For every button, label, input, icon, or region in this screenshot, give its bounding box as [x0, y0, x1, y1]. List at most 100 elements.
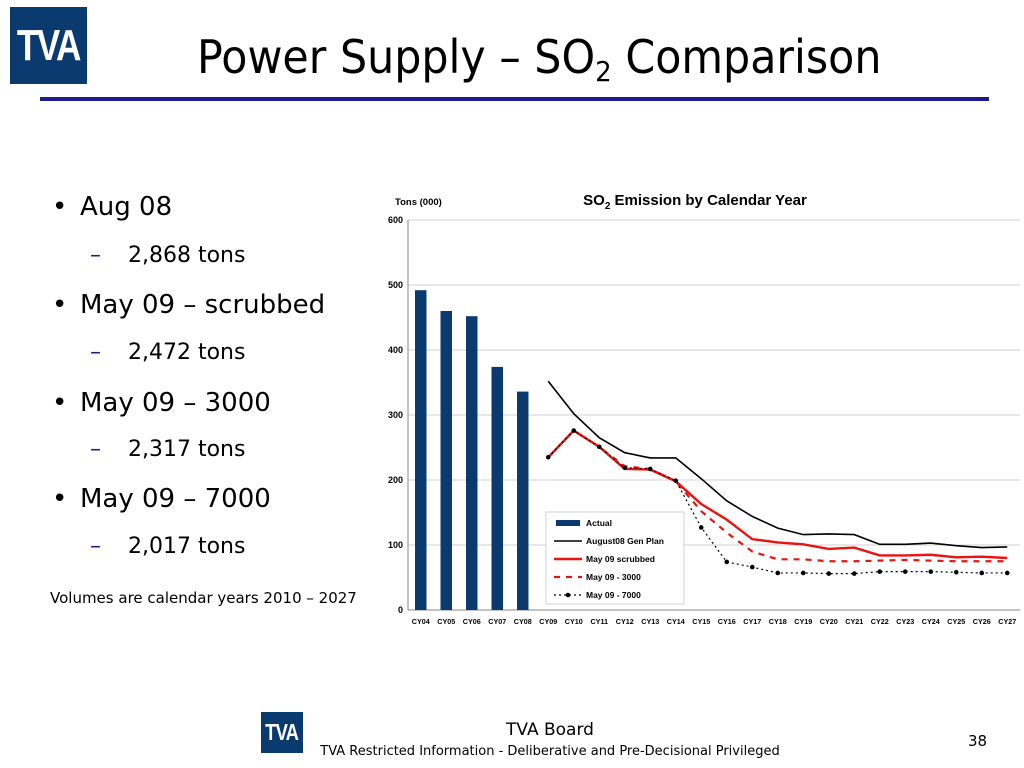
point-may-09-7000	[953, 570, 959, 575]
sub-bullet-label: 2,017 tons	[128, 534, 246, 559]
plot-area: 0 100 200 300 400 500 600 CY04 CY05 CY06 CY07 CY08 C…	[388, 215, 1020, 626]
point-may-09-7000	[622, 465, 628, 470]
footer-subtitle: TVA Restricted Information - Deliberativ…	[320, 744, 780, 759]
bullet-glyph: •	[52, 484, 68, 514]
bullet-glyph: •	[52, 192, 68, 222]
slide-title-subscript: 2	[595, 55, 612, 88]
x-tick-label: CY14	[667, 617, 685, 626]
x-tick-label: CY10	[565, 617, 583, 626]
sub-bullet-item: – 2,868 tons	[90, 243, 245, 268]
y-axis-label: Tons (000)	[395, 197, 442, 208]
tva-logo-text: TVA	[17, 20, 82, 70]
point-may-09-7000	[673, 478, 679, 483]
point-may-09-7000	[571, 428, 577, 433]
x-tick-label: CY08	[514, 617, 532, 626]
bullet-item: • Aug 08	[52, 192, 172, 222]
point-may-09-7000	[596, 444, 602, 450]
bullet-glyph: •	[52, 290, 68, 320]
y-tick-label: 0	[398, 605, 403, 615]
sub-bullet-glyph: –	[90, 437, 101, 462]
chart-title-main: SO	[583, 192, 605, 209]
slide-title: Power Supply – SO2 Comparison	[197, 30, 881, 88]
tva-footer-logo: TVA	[261, 712, 303, 753]
series-line-august08-gen-plan	[547, 380, 1008, 549]
y-tick-label: 500	[388, 280, 403, 290]
x-tick-label: CY11	[590, 617, 608, 626]
x-tick-label: CY15	[692, 617, 710, 626]
y-tick-label: 100	[388, 540, 403, 550]
point-may-09-7000	[800, 570, 806, 576]
x-tick-label: CY25	[947, 617, 965, 626]
point-may-09-7000	[698, 525, 704, 530]
y-tick-label: 400	[388, 345, 403, 355]
sub-bullet-label: 2,472 tons	[128, 340, 246, 365]
x-tick-label: CY06	[463, 617, 481, 626]
bullet-item: • May 09 – scrubbed	[52, 290, 325, 320]
bullet-label: May 09 – 7000	[80, 484, 271, 514]
x-tick-label: CY16	[718, 617, 736, 626]
bullet-glyph: •	[52, 388, 68, 418]
x-tick-label: CY27	[998, 617, 1016, 626]
y-tick-label: 600	[388, 215, 403, 225]
legend-label: Actual	[586, 518, 612, 528]
point-may-09-7000	[545, 454, 551, 460]
x-tick-label: CY17	[743, 617, 761, 626]
volumes-note: Volumes are calendar years 2010 – 2027	[50, 589, 357, 607]
legend-label: August08 Gen Plan	[586, 536, 664, 546]
point-may-09-7000	[724, 559, 730, 565]
point-may-09-7000	[1004, 570, 1010, 576]
point-may-09-7000	[749, 564, 755, 570]
point-may-09-7000	[877, 569, 883, 574]
legend-label: May 09 scrubbed	[586, 554, 655, 564]
point-may-09-7000	[826, 571, 832, 576]
bar-actual	[440, 311, 452, 610]
slide-title-end: Comparison	[611, 30, 882, 84]
legend-swatch	[556, 520, 580, 526]
sub-bullet-item: – 2,317 tons	[90, 437, 245, 462]
point-may-09-7000	[979, 570, 985, 576]
sub-bullet-glyph: –	[90, 340, 101, 365]
so2-emission-chart: SO2 Emission by Calendar Year Tons (000)…	[388, 192, 1020, 626]
x-tick-label: CY04	[412, 617, 430, 626]
bar-actual	[491, 366, 503, 610]
sub-bullet-glyph: –	[90, 243, 101, 268]
slide-title-main: Power Supply – SO	[197, 30, 596, 84]
x-tick-label: CY07	[488, 617, 506, 626]
x-tick-label: CY21	[845, 617, 863, 626]
chart-title-end: Emission by Calendar Year	[610, 192, 807, 209]
tva-footer-logo-text: TVA	[265, 719, 299, 745]
x-tick-label: CY24	[922, 617, 940, 626]
y-tick-label: 200	[388, 475, 403, 485]
x-tick-label: CY19	[794, 617, 812, 626]
bullet-label: May 09 – scrubbed	[80, 290, 326, 320]
tva-logo: TVA	[10, 7, 87, 84]
sub-bullet-glyph: –	[90, 534, 101, 559]
bullet-item: • May 09 – 3000	[52, 388, 271, 418]
bar-actual	[517, 391, 529, 610]
point-may-09-7000	[647, 466, 653, 472]
chart-title-subscript: 2	[605, 201, 611, 212]
point-may-09-7000	[775, 570, 781, 576]
sub-bullet-label: 2,317 tons	[128, 437, 246, 462]
sub-bullet-item: – 2,472 tons	[90, 340, 245, 365]
title-rule	[40, 97, 989, 101]
bar-actual	[466, 316, 478, 610]
footer-title: TVA Board	[506, 720, 594, 740]
sub-bullet-item: – 2,017 tons	[90, 534, 245, 559]
page-number: 38	[968, 732, 988, 750]
bullet-label: May 09 – 3000	[80, 388, 271, 418]
chart-title: SO2 Emission by Calendar Year	[583, 192, 807, 212]
x-tick-label: CY18	[769, 617, 787, 626]
bar-actual	[415, 290, 427, 610]
point-may-09-7000	[851, 571, 857, 576]
x-tick-label: CY26	[973, 617, 991, 626]
x-tick-label: CY22	[871, 617, 889, 626]
x-tick-label: CY13	[641, 617, 659, 626]
sub-bullet-label: 2,868 tons	[128, 243, 246, 268]
point-may-09-7000	[928, 569, 934, 574]
x-tick-label: CY20	[820, 617, 838, 626]
bullet-item: • May 09 – 7000	[52, 484, 271, 514]
legend-swatch-marker	[565, 592, 571, 598]
y-tick-label: 300	[388, 410, 403, 420]
legend-label: May 09 - 3000	[586, 572, 641, 582]
